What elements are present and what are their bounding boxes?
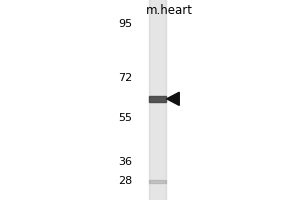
Text: 36: 36 bbox=[118, 157, 132, 167]
Text: 55: 55 bbox=[118, 113, 132, 123]
Text: 28: 28 bbox=[118, 176, 132, 186]
Text: 72: 72 bbox=[118, 73, 132, 83]
Bar bbox=[149, 0, 166, 200]
Bar bbox=[151, 0, 164, 200]
Text: m.heart: m.heart bbox=[146, 4, 193, 17]
Polygon shape bbox=[167, 92, 179, 105]
Bar bbox=[149, 96, 166, 102]
Bar bbox=[149, 180, 166, 183]
Text: 95: 95 bbox=[118, 19, 132, 29]
